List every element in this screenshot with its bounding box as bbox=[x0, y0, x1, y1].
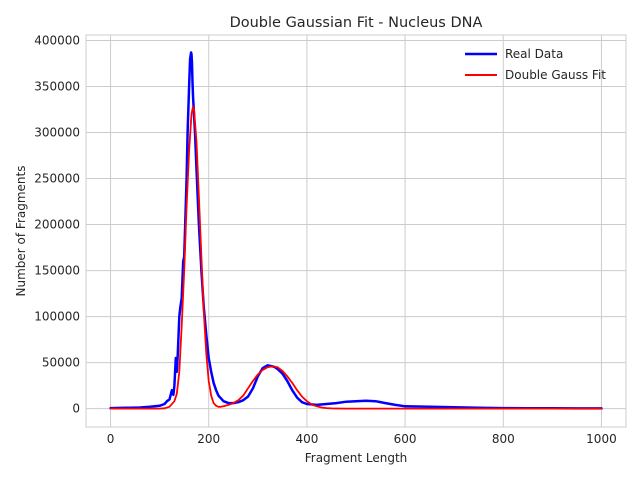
series-line-real-data bbox=[109, 51, 603, 410]
legend: Real Data Double Gauss Fit bbox=[465, 47, 606, 82]
y-tick-label: 100000 bbox=[34, 310, 80, 324]
series-group bbox=[109, 51, 603, 410]
plot-area bbox=[86, 35, 626, 427]
y-tick-label: 150000 bbox=[34, 264, 80, 278]
legend-label-real-data: Real Data bbox=[505, 47, 563, 61]
y-tick-label: 250000 bbox=[34, 172, 80, 186]
x-tick-label: 200 bbox=[197, 432, 220, 446]
x-tick-label: 1000 bbox=[586, 432, 617, 446]
y-tick-label: 300000 bbox=[34, 126, 80, 140]
y-tick-label: 0 bbox=[72, 402, 80, 416]
y-tick-label: 350000 bbox=[34, 80, 80, 94]
x-tick-label: 0 bbox=[107, 432, 115, 446]
x-axis-label: Fragment Length bbox=[305, 451, 408, 465]
chart-title: Double Gaussian Fit - Nucleus DNA bbox=[230, 15, 483, 31]
legend-label-double-gauss-fit: Double Gauss Fit bbox=[505, 68, 606, 82]
plot-frame bbox=[85, 34, 627, 428]
x-tick-label: 600 bbox=[394, 432, 417, 446]
y-tick-label: 400000 bbox=[34, 34, 80, 48]
axis-ticks: 0 200 400 600 800 1000 0 50000 100000 150000 20000… bbox=[34, 34, 617, 446]
y-tick-label: 50000 bbox=[42, 356, 80, 370]
x-tick-label: 400 bbox=[295, 432, 318, 446]
series-line-double-gauss-fit bbox=[109, 105, 603, 410]
x-tick-label: 800 bbox=[492, 432, 515, 446]
y-axis-label: Number of Fragments bbox=[14, 166, 28, 297]
y-tick-label: 200000 bbox=[34, 218, 80, 232]
